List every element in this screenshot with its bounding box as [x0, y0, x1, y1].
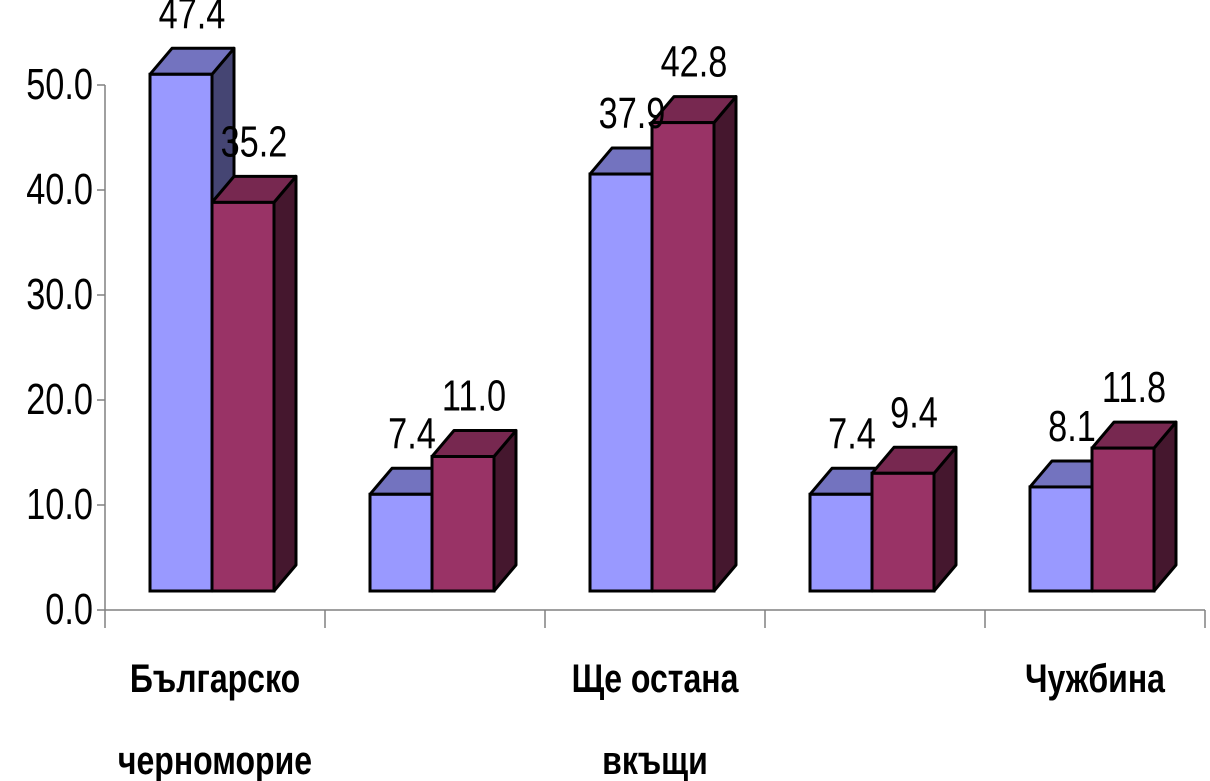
bar-4-1 — [1090, 420, 1178, 593]
bars — [148, 46, 1178, 593]
data-label: 37.9 — [599, 89, 666, 138]
bar-0-1 — [210, 174, 298, 593]
y-tick-label: 50.0 — [26, 60, 93, 109]
bar-side — [272, 174, 298, 593]
bar-front — [210, 200, 276, 593]
bar-front — [870, 471, 936, 593]
bar-front — [808, 492, 874, 593]
labels: 47.435.2Българскочерноморие7.411.037.942… — [118, 0, 1166, 781]
bar-2-1 — [650, 95, 738, 593]
bar-front — [1090, 446, 1156, 593]
bar-front — [148, 72, 214, 593]
data-label: 11.8 — [1102, 363, 1166, 412]
category-label: Българско — [130, 656, 300, 701]
y-tick-label: 30.0 — [26, 270, 93, 319]
bar-front — [430, 455, 496, 593]
y-tick-label: 40.0 — [26, 165, 93, 214]
bar-front — [588, 172, 654, 593]
y-tick-label: 20.0 — [26, 375, 93, 424]
data-label: 7.4 — [388, 409, 436, 458]
bar-side — [1152, 420, 1178, 593]
bar-1-1 — [430, 429, 518, 593]
data-label: 35.2 — [221, 117, 288, 166]
bar-3-1 — [870, 445, 958, 593]
data-label: 42.8 — [661, 38, 728, 87]
bar-side — [712, 95, 738, 593]
axes: 0.0 10.0 20.0 30.0 40.0 50.0 — [26, 60, 1206, 634]
category-label: вкъщи — [602, 738, 708, 781]
data-label: 47.4 — [159, 0, 226, 38]
bar-front — [650, 121, 716, 593]
category-label: Ще остана — [572, 656, 740, 701]
y-tick-label: 0.0 — [45, 585, 93, 634]
data-label: 9.4 — [890, 388, 938, 437]
category-label: Чужбина — [1025, 656, 1166, 701]
bar-front — [368, 492, 434, 593]
data-label: 7.4 — [828, 409, 876, 458]
data-label: 8.1 — [1048, 402, 1096, 451]
bar-front — [1028, 485, 1094, 593]
y-tick-label: 10.0 — [26, 480, 93, 529]
category-label: черноморие — [118, 738, 312, 781]
data-label: 11.0 — [442, 371, 506, 420]
